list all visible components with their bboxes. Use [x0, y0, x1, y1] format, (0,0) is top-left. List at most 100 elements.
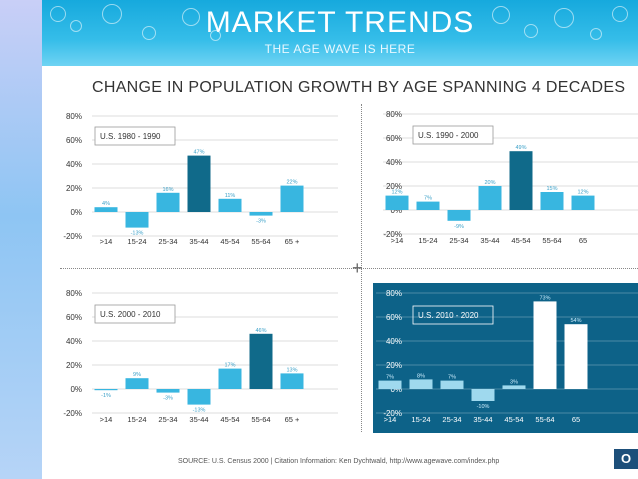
- bar: [218, 368, 242, 389]
- x-tick-label: 15-24: [127, 237, 146, 246]
- bar-value-label: 20%: [484, 180, 495, 186]
- y-tick-label: 60%: [386, 313, 402, 322]
- banner-subtitle: THE AGE WAVE IS HERE: [264, 42, 416, 56]
- x-tick-label: 55-64: [251, 415, 270, 424]
- y-tick-label: 20%: [386, 182, 402, 191]
- bar-value-label: -9%: [454, 224, 464, 230]
- bar: [280, 373, 304, 389]
- bar-value-label: 11%: [225, 193, 236, 199]
- bar-value-label: 7%: [448, 375, 456, 381]
- x-tick-label: 15-24: [418, 236, 437, 245]
- bar: [440, 380, 464, 389]
- y-tick-label: 60%: [386, 134, 402, 143]
- bar: [571, 195, 595, 210]
- bar-value-label: 12%: [577, 190, 588, 196]
- bubble-decoration: [590, 28, 602, 40]
- bar: [249, 212, 273, 216]
- bar: [94, 207, 118, 212]
- y-tick-label: 20%: [66, 361, 82, 370]
- banner-title: MARKET TRENDS: [205, 6, 475, 39]
- bar: [564, 324, 588, 389]
- bar: [509, 151, 533, 210]
- period-label: U.S. 2010 - 2020: [418, 311, 479, 320]
- y-tick-label: 80%: [66, 112, 82, 121]
- x-tick-label: 35-44: [189, 237, 208, 246]
- bar-value-label: 4%: [102, 201, 110, 207]
- y-tick-label: -20%: [63, 409, 82, 418]
- bar-value-label: 7%: [386, 375, 394, 381]
- x-tick-label: 25-34: [158, 237, 177, 246]
- bar-value-label: -1%: [101, 393, 111, 399]
- y-tick-label: 40%: [386, 337, 402, 346]
- x-tick-label: 65 +: [285, 237, 300, 246]
- y-tick-label: 0%: [390, 385, 402, 394]
- y-tick-label: 80%: [386, 289, 402, 298]
- bar: [478, 186, 502, 210]
- x-tick-label: 45-54: [220, 237, 239, 246]
- period-label-box: [412, 305, 494, 325]
- bubble-decoration: [182, 8, 200, 26]
- x-tick-label: >14: [100, 237, 113, 246]
- y-tick-label: -20%: [383, 230, 402, 239]
- y-tick-label: 0%: [70, 208, 82, 217]
- bar-value-label: 9%: [133, 372, 141, 378]
- bar: [280, 185, 304, 212]
- x-tick-label: 25-34: [442, 415, 461, 424]
- x-tick-label: 65 +: [285, 415, 300, 424]
- source-citation: SOURCE: U.S. Census 2000 | Citation Info…: [178, 458, 500, 465]
- x-tick-label: 65: [572, 415, 580, 424]
- period-label: U.S. 2000 - 2010: [100, 310, 161, 319]
- chart-main-title: CHANGE IN POPULATION GROWTH BY AGE SPANN…: [92, 79, 626, 96]
- x-tick-label: 45-54: [220, 415, 239, 424]
- bar: [533, 301, 557, 389]
- period-label-box: [94, 304, 176, 324]
- bar: [218, 198, 242, 212]
- x-tick-label: 15-24: [127, 415, 146, 424]
- y-tick-label: 0%: [70, 385, 82, 394]
- period-label: U.S. 1980 - 1990: [100, 132, 161, 141]
- bar-value-label: 54%: [570, 318, 581, 324]
- bar-value-label: 12%: [391, 190, 402, 196]
- x-tick-label: 35-44: [480, 236, 499, 245]
- bar: [156, 389, 180, 393]
- horizontal-divider: [60, 268, 638, 269]
- logo-badge: O: [614, 449, 638, 469]
- bubble-decoration: [142, 26, 156, 40]
- bar-value-label: 17%: [224, 363, 235, 369]
- bar-value-label: 46%: [255, 328, 266, 334]
- x-tick-label: >14: [391, 236, 404, 245]
- bar: [447, 210, 471, 221]
- bar: [471, 389, 495, 401]
- x-tick-label: 55-64: [251, 237, 270, 246]
- bar-value-label: -13%: [131, 231, 144, 237]
- x-tick-label: 65: [579, 236, 587, 245]
- y-tick-label: 80%: [66, 289, 82, 298]
- bar: [187, 155, 211, 212]
- bubble-decoration: [492, 6, 510, 24]
- bar: [125, 212, 149, 228]
- x-tick-label: >14: [384, 415, 397, 424]
- y-tick-label: -20%: [383, 409, 402, 418]
- plus-icon: +: [352, 258, 363, 278]
- bar-value-label: 8%: [417, 373, 425, 379]
- bar: [156, 192, 180, 212]
- bar-value-label: 73%: [539, 295, 550, 301]
- bar-value-label: -3%: [256, 219, 266, 225]
- bar: [94, 389, 118, 391]
- bar: [409, 379, 433, 389]
- bubble-decoration: [612, 6, 628, 22]
- x-tick-label: 55-64: [542, 236, 561, 245]
- y-tick-label: 40%: [66, 160, 82, 169]
- x-tick-label: 35-44: [473, 415, 492, 424]
- y-tick-label: 40%: [386, 158, 402, 167]
- bubble-decoration: [102, 4, 122, 24]
- bar-value-label: -10%: [477, 404, 490, 410]
- y-tick-label: 60%: [66, 136, 82, 145]
- period-label-box: [94, 126, 176, 146]
- bar: [416, 201, 440, 210]
- bar: [502, 385, 526, 389]
- bar: [187, 389, 211, 405]
- left-decorative-strip: [0, 0, 42, 479]
- x-tick-label: 45-54: [511, 236, 530, 245]
